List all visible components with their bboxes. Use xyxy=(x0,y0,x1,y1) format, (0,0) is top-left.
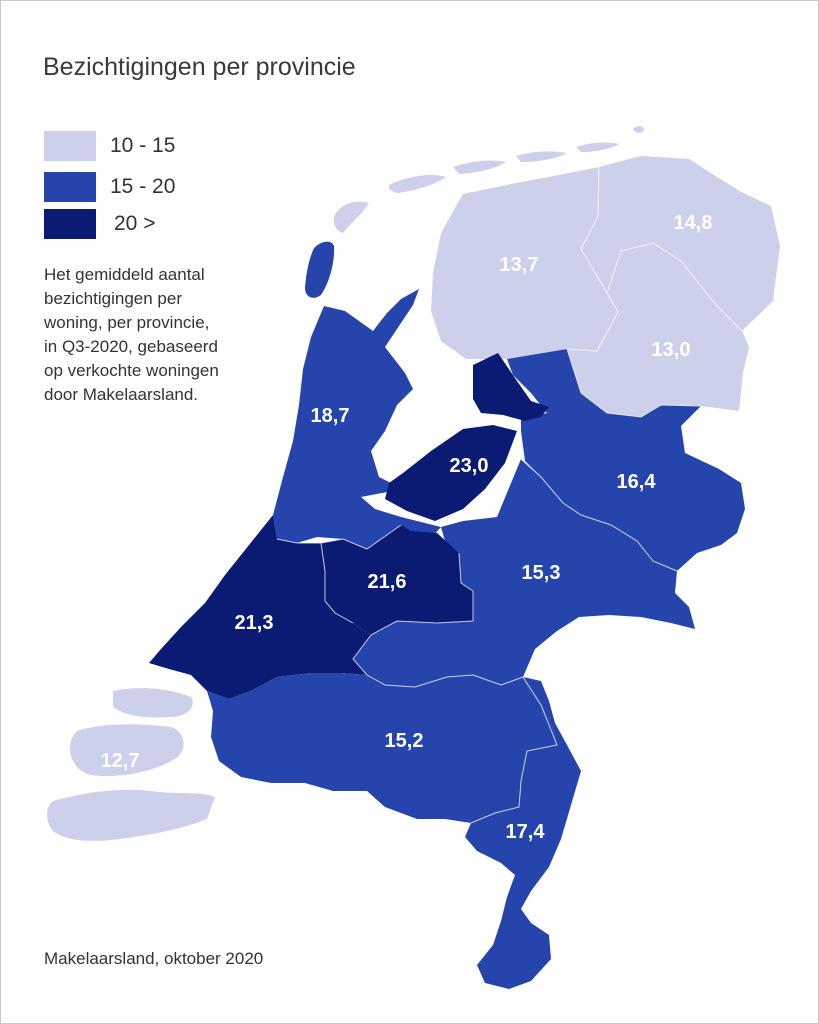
province-friesland xyxy=(431,167,618,359)
value-label-zeeland: 12,7 xyxy=(101,750,140,772)
source-note: Makelaarsland, oktober 2020 xyxy=(44,949,264,968)
value-label-drenthe: 13,0 xyxy=(652,339,691,361)
province-noord-brabant xyxy=(207,673,557,823)
value-label-noord-brabant: 15,2 xyxy=(385,730,424,752)
value-label-limburg: 17,4 xyxy=(506,821,546,843)
province-zuid-holland xyxy=(149,515,371,699)
value-label-utrecht: 21,6 xyxy=(368,571,407,593)
value-label-overijssel: 16,4 xyxy=(617,471,657,493)
description-text: Het gemiddeld aantal bezichtigingen per … xyxy=(44,265,219,404)
legend-item-20-plus: 20 > xyxy=(44,209,244,239)
legend-item-10-15: 10 - 15 xyxy=(44,131,244,161)
legend-item-15-20: 15 - 20 xyxy=(44,172,244,202)
wadden-islands xyxy=(333,126,644,233)
legend-swatch-light xyxy=(44,131,96,161)
province-value-labels: 14,8 13,7 13,0 18,7 23,0 16,4 15,3 21,6 … xyxy=(101,212,713,843)
legend-swatch-dark xyxy=(44,209,96,239)
value-label-zuid-holland: 21,3 xyxy=(235,612,274,634)
province-borders xyxy=(276,166,743,824)
province-utrecht xyxy=(321,525,473,635)
page-title: Bezichtigingen per provincie xyxy=(43,53,356,81)
value-label-flevoland: 23,0 xyxy=(450,455,489,477)
province-overijssel xyxy=(507,349,745,571)
province-groningen xyxy=(581,156,780,331)
province-flevoland-south xyxy=(385,425,517,521)
legend-label: 15 - 20 xyxy=(110,175,176,198)
value-label-noord-holland: 18,7 xyxy=(311,405,350,427)
province-zeeland xyxy=(47,688,215,841)
value-label-friesland: 13,7 xyxy=(500,254,539,276)
province-gelderland xyxy=(353,459,695,687)
value-label-groningen: 14,8 xyxy=(674,212,713,234)
province-texel xyxy=(305,241,335,298)
legend-swatch-medium xyxy=(44,172,96,202)
province-limburg xyxy=(465,677,581,989)
legend-label: 10 - 15 xyxy=(110,134,176,157)
province-drenthe xyxy=(567,243,749,417)
province-flevoland-north xyxy=(473,353,549,421)
legend-label: 20 > xyxy=(114,212,156,235)
value-label-gelderland: 15,3 xyxy=(522,562,561,584)
